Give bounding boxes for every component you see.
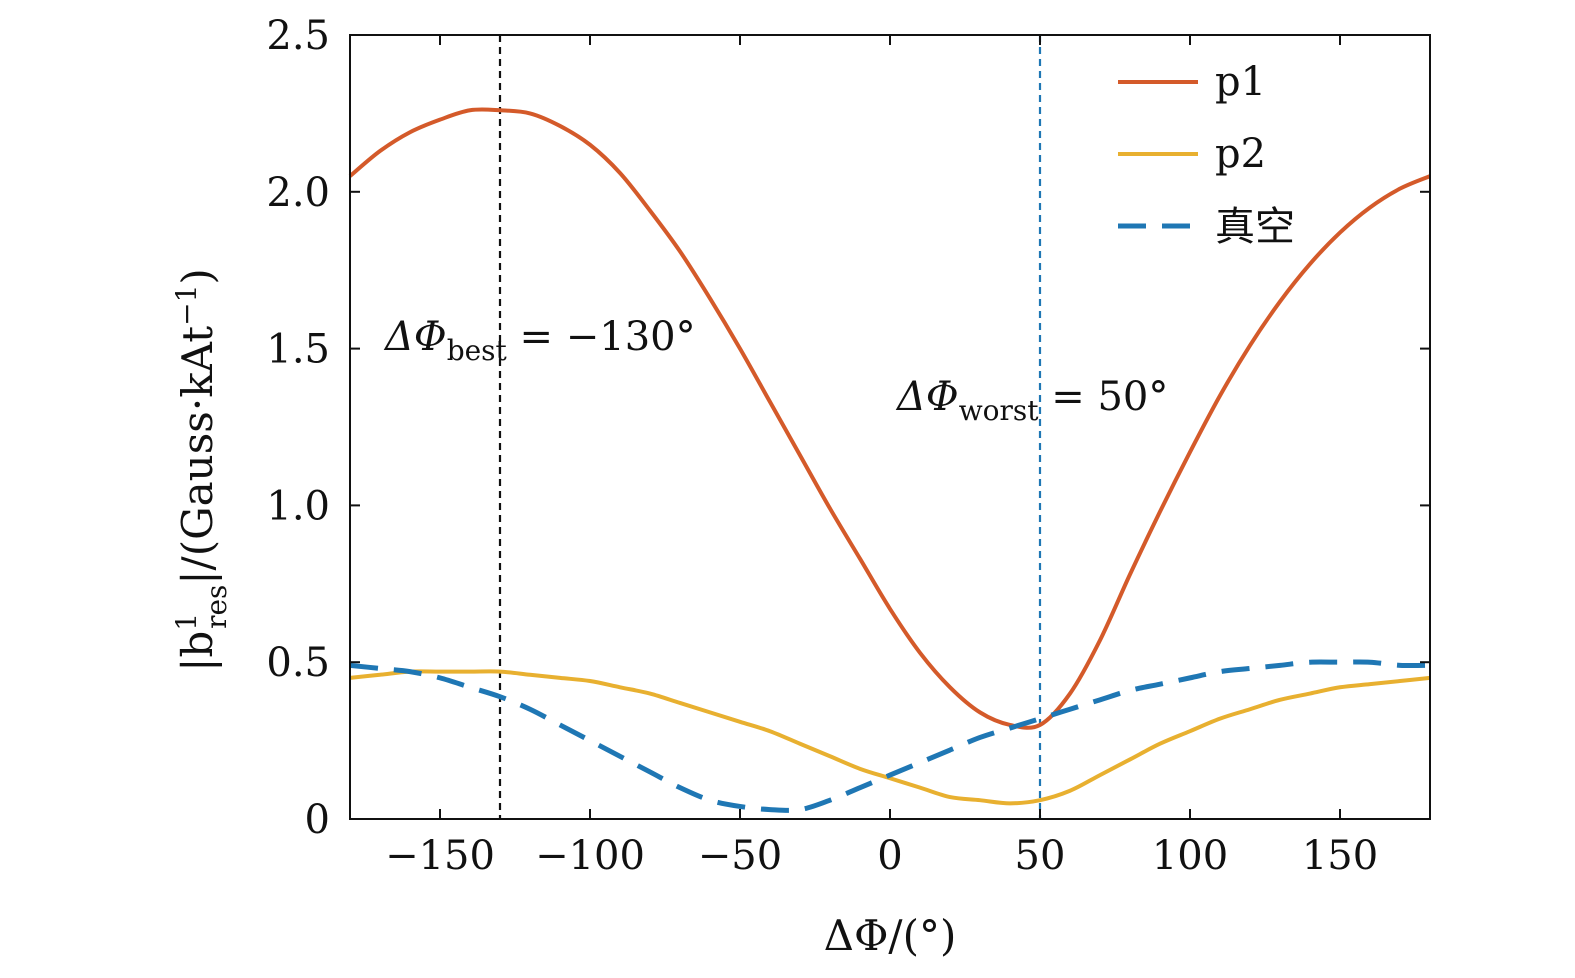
y-axis-label-subscript: res [200, 585, 233, 629]
y-axis-label: |b1res|/(Gauss·kAt−1) [170, 268, 233, 672]
y-tick-label: 0.5 [266, 640, 330, 686]
annotation-worst: ΔΦworst = 50° [895, 374, 1168, 427]
x-tick-label: 150 [1302, 833, 1378, 879]
annotation-worst-symbol: ΔΦ [895, 374, 959, 420]
x-tick-label: 100 [1152, 833, 1228, 879]
annotation-best-symbol: ΔΦ [383, 314, 447, 360]
annotation-worst-subscript: worst [959, 394, 1040, 427]
x-tick-label: 0 [877, 833, 902, 879]
annotation-worst-value: = 50° [1039, 374, 1169, 420]
plot-frame [349, 34, 1431, 820]
series-line-p1 [348, 107, 1431, 730]
y-axis-ticks: 0 0.5 1.0 1.5 2.0 2.5 [266, 13, 1430, 843]
y-tick-label: 1.5 [266, 327, 330, 373]
x-tick-label: −50 [698, 833, 782, 879]
x-axis-label: ΔΦ/(°) [824, 911, 957, 960]
annotation-best: ΔΦbest = −130° [383, 314, 696, 367]
y-axis-label-unit: |/(Gauss·kAt [173, 326, 222, 585]
annotation-best-subscript: best [447, 334, 508, 367]
x-tick-label: −150 [385, 833, 495, 879]
y-axis-label-close: ) [173, 268, 222, 284]
y-axis-label-superscript: 1 [170, 613, 203, 631]
y-tick-label: 2.0 [266, 170, 330, 216]
y-axis-label-main: |b [173, 631, 222, 672]
x-tick-label: 50 [1015, 833, 1066, 879]
y-tick-label: 1.0 [266, 483, 330, 529]
y-axis-label-exponent: −1 [170, 285, 203, 326]
legend-label-p1: p1 [1215, 59, 1266, 105]
y-tick-label: 2.5 [266, 13, 330, 59]
plot-area [348, 35, 1431, 819]
legend-label-p2: p2 [1215, 131, 1266, 177]
series-line-vacuum [349, 659, 1431, 813]
legend-label-vacuum: 真空 [1215, 204, 1295, 250]
y-tick-label: 0 [305, 797, 330, 843]
series-line-p2 [349, 669, 1431, 806]
annotation-best-value: = −130° [507, 314, 696, 360]
x-axis-ticks: −150 −100 −50 0 50 100 150 [385, 35, 1378, 879]
legend: p1 p2 真空 [1118, 59, 1295, 250]
x-tick-label: −100 [535, 833, 645, 879]
